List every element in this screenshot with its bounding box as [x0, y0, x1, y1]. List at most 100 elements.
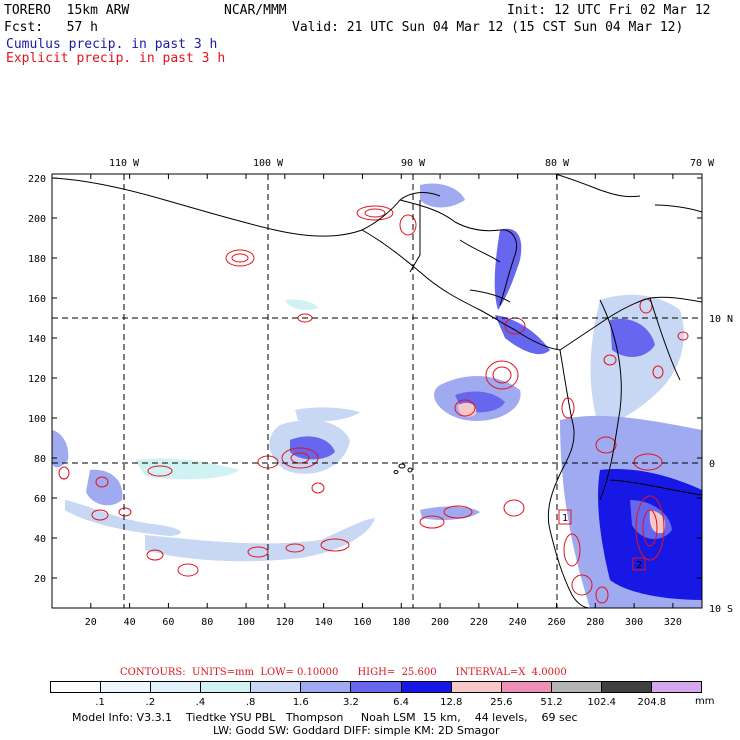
cumulus-precip-layer — [52, 183, 702, 608]
legend-swatch — [301, 682, 352, 692]
precip-contour — [311, 482, 325, 494]
lon-label-100w: 100 W — [253, 158, 284, 169]
lon-label-110w: 110 W — [109, 158, 140, 169]
coastline-central-america-caribbean — [399, 199, 517, 306]
coastline-pacific-south-america — [547, 349, 591, 608]
x-tick-label: 160 — [353, 617, 371, 628]
y-tick-label: 20 — [34, 574, 46, 585]
precip-cell — [285, 299, 318, 310]
x-tick-label: 80 — [201, 617, 213, 628]
precip-cell — [135, 458, 240, 480]
y-tick-label: 180 — [28, 254, 46, 265]
x-tick-label: 40 — [124, 617, 136, 628]
legend-label: 25.6 — [490, 697, 513, 708]
precip-contour — [356, 205, 394, 221]
legend-swatch — [451, 682, 502, 692]
coastline-central-america-pacific — [361, 229, 561, 351]
legend-label: 12.8 — [440, 697, 463, 708]
x-tick-label: 20 — [85, 617, 97, 628]
precip-contour — [225, 249, 255, 267]
y-tick-label: 120 — [28, 374, 46, 385]
precip-contour — [320, 538, 350, 552]
precip-contour — [635, 495, 665, 561]
legend-swatch — [551, 682, 602, 692]
organization-label: NCAR/MMM — [224, 3, 287, 18]
valid-time: Valid: 21 UTC Sun 04 Mar 12 (15 CST Sun … — [292, 20, 684, 35]
legend-label: .8 — [245, 697, 256, 708]
precip-cell — [86, 469, 123, 506]
legend-label: 102.4 — [587, 697, 617, 708]
precip-contour — [652, 365, 664, 379]
lat-label-10s: 10 S — [709, 604, 733, 615]
precip-cell — [290, 436, 335, 460]
x-tick-label: 140 — [315, 617, 333, 628]
legend-units: mm — [695, 696, 715, 707]
box-marker-1 — [558, 509, 572, 525]
legend-swatch — [151, 682, 202, 692]
legend-label: 1.6 — [292, 697, 309, 708]
cumulus-field-label: Cumulus precip. in past 3 h — [6, 37, 218, 52]
coastlines — [52, 174, 702, 608]
legend-swatch — [201, 682, 252, 692]
precip-contour — [231, 253, 249, 263]
precip-contour — [177, 563, 199, 577]
lon-label-80w: 80 W — [545, 158, 570, 169]
box-label-2: 2 — [636, 560, 642, 571]
precip-contour — [147, 465, 173, 477]
galapagos-island — [407, 467, 413, 473]
x-tick-label: 100 — [237, 617, 255, 628]
coastline-north-south-america — [559, 296, 702, 351]
precip-contour — [492, 366, 512, 384]
grid-x-ticks: 20 40 60 80 100 120 140 160 180 200 220 240 260 280 30… — [85, 174, 682, 628]
precip-contour — [419, 515, 445, 529]
map-frame — [51, 173, 703, 609]
x-tick-label: 280 — [586, 617, 604, 628]
precip-contour — [454, 399, 476, 417]
precip-cell — [420, 183, 465, 208]
forecast-hour: Fcst: 57 h — [4, 20, 98, 35]
init-time: Init: 12 UTC Fri 02 Mar 12 — [507, 3, 711, 18]
precip-contour — [281, 447, 319, 469]
precip-cell — [420, 506, 480, 520]
legend-swatch — [101, 682, 152, 692]
x-tick-label: 240 — [509, 617, 527, 628]
precip-contour — [443, 505, 473, 519]
box-markers — [558, 509, 646, 571]
y-tick-label: 220 — [28, 174, 46, 185]
legend-swatch — [501, 682, 552, 692]
x-tick-label: 200 — [431, 617, 449, 628]
precip-contour — [485, 360, 519, 390]
precip-cell — [494, 228, 522, 310]
model-title: TORERO 15km ARW — [4, 3, 130, 18]
lat-label-10n: 10 N — [709, 314, 733, 325]
precip-contour — [146, 549, 164, 561]
x-tick-label: 260 — [547, 617, 565, 628]
legend-swatch — [601, 682, 652, 692]
legend-label: .1 — [95, 697, 105, 708]
precip-cell — [52, 430, 69, 468]
border-colombia-ecuador — [599, 299, 622, 501]
legend-label: 51.2 — [540, 697, 563, 708]
legend-label: .4 — [195, 697, 206, 708]
galapagos-island — [398, 463, 406, 469]
legend-label: 3.2 — [342, 697, 359, 708]
precip-contour — [595, 586, 609, 604]
y-tick-label: 40 — [34, 534, 46, 545]
precip-cell — [458, 402, 477, 417]
precip-cell — [65, 500, 181, 536]
legend-label: 204.8 — [637, 697, 667, 708]
y-tick-label: 140 — [28, 334, 46, 345]
color-legend — [50, 681, 702, 693]
box-label-1: 1 — [562, 513, 568, 524]
lat-label-equator: 0 — [709, 459, 715, 470]
precip-contour — [91, 509, 109, 521]
legend-swatch — [351, 682, 402, 692]
y-tick-label: 60 — [34, 494, 46, 505]
x-tick-label: 320 — [664, 617, 682, 628]
border-guatemala — [409, 200, 421, 273]
precip-contour — [603, 354, 617, 366]
precip-cell — [145, 518, 375, 562]
model-info: Model Info: V3.3.1 Tiedtke YSU PBL Thomp… — [72, 711, 578, 724]
legend-swatch — [651, 682, 702, 692]
